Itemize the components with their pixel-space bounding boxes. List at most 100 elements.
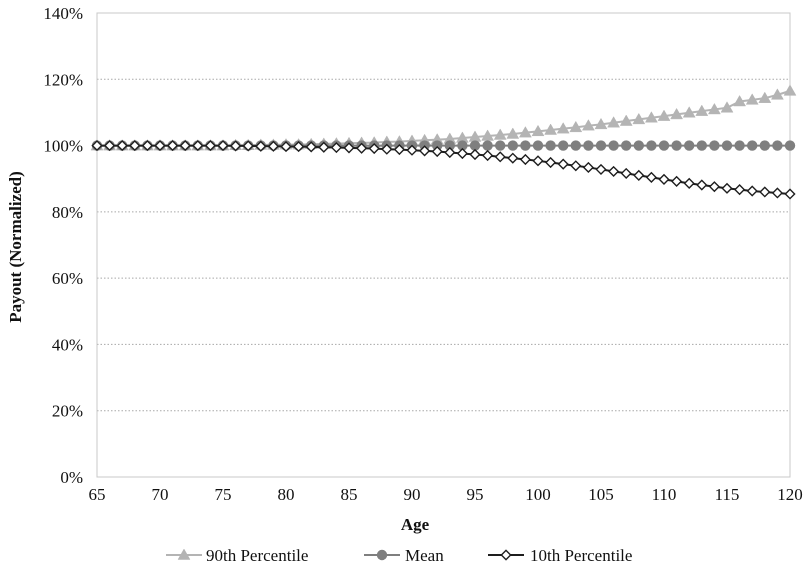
legend-item: 90th Percentile	[166, 546, 308, 565]
data-point	[255, 140, 267, 152]
data-point	[518, 126, 532, 138]
data-point	[305, 141, 317, 153]
x-tick-label: 80	[278, 485, 295, 504]
data-point	[734, 140, 745, 151]
data-point	[670, 107, 684, 120]
data-point	[708, 181, 720, 193]
data-point	[343, 142, 355, 154]
data-point	[733, 94, 747, 107]
y-tick-label: 120%	[43, 70, 83, 89]
data-point	[696, 140, 707, 151]
data-point	[141, 139, 153, 152]
data-point	[556, 122, 570, 134]
data-point	[507, 152, 519, 164]
data-point	[493, 128, 507, 140]
data-point	[192, 139, 204, 152]
y-tick-label: 0%	[60, 468, 83, 487]
data-point	[608, 165, 620, 178]
data-point	[721, 182, 733, 194]
data-point	[558, 140, 569, 151]
data-point	[393, 143, 405, 156]
data-point	[179, 139, 191, 152]
legend-label: 90th Percentile	[206, 546, 308, 565]
data-point	[682, 106, 696, 118]
data-point	[419, 145, 431, 157]
y-tick-label: 80%	[52, 203, 83, 222]
data-point	[495, 140, 506, 151]
data-point	[116, 139, 128, 152]
data-point	[532, 155, 544, 167]
data-point	[280, 140, 292, 153]
x-tick-label: 100	[525, 485, 551, 504]
data-point	[545, 140, 556, 151]
data-point	[531, 124, 545, 137]
series-layer	[90, 84, 797, 200]
data-point	[217, 139, 229, 152]
y-tick-label: 60%	[52, 269, 83, 288]
y-axis-ticks: 0% 20% 40% 60% 80% 100% 120% 140%	[43, 4, 83, 487]
data-point	[759, 186, 771, 198]
data-point	[570, 160, 582, 172]
data-point	[129, 139, 141, 152]
data-point	[632, 112, 646, 125]
data-point	[657, 109, 671, 121]
data-point	[318, 141, 330, 153]
data-point	[406, 144, 418, 156]
data-point	[645, 171, 657, 183]
data-point	[456, 147, 468, 160]
data-point	[619, 114, 633, 126]
data-point	[783, 84, 797, 96]
data-point	[230, 140, 242, 152]
x-tick-label: 65	[89, 485, 106, 504]
data-point	[721, 140, 733, 151]
legend-marker	[376, 549, 388, 561]
data-point	[242, 140, 254, 152]
data-point	[381, 143, 393, 155]
data-point	[581, 119, 595, 131]
data-point	[482, 140, 493, 151]
data-point	[595, 140, 607, 151]
data-point	[545, 156, 557, 169]
data-point	[746, 185, 758, 197]
plot-area-frame	[96, 12, 791, 478]
data-point	[457, 140, 468, 151]
data-point	[644, 111, 658, 123]
data-point	[532, 140, 544, 151]
data-point	[167, 139, 179, 152]
data-point	[204, 139, 216, 152]
data-point	[771, 187, 783, 199]
legend-marker	[500, 549, 512, 561]
data-point	[720, 101, 734, 113]
data-point	[582, 161, 594, 174]
data-point	[520, 140, 531, 151]
data-point	[91, 139, 103, 152]
x-tick-label: 110	[652, 485, 677, 504]
x-axis-title: Age	[401, 515, 430, 534]
data-point	[745, 93, 759, 105]
legend-marker	[177, 548, 191, 560]
data-point	[104, 139, 116, 152]
y-tick-label: 40%	[52, 335, 83, 354]
data-point	[469, 148, 481, 161]
data-point	[671, 140, 682, 151]
data-point	[506, 127, 520, 139]
y-tick-label: 140%	[43, 4, 83, 23]
data-point	[557, 158, 569, 170]
data-point	[368, 142, 380, 155]
data-point	[444, 146, 456, 159]
x-axis-ticks: 65 70 75 80 85 90 95 100 105 110 115 120	[89, 485, 803, 504]
legend-item: Mean	[364, 546, 444, 565]
x-tick-label: 70	[152, 485, 169, 504]
data-point	[594, 117, 608, 130]
data-point	[759, 140, 770, 151]
data-point	[633, 169, 645, 181]
data-point	[709, 140, 720, 151]
x-tick-label: 115	[715, 485, 740, 504]
data-point	[544, 123, 558, 135]
data-point	[267, 140, 279, 152]
y-tick-label: 100%	[43, 137, 83, 156]
data-point	[507, 140, 518, 151]
data-point	[444, 140, 455, 151]
data-point	[494, 151, 506, 163]
legend-label: Mean	[405, 546, 444, 565]
